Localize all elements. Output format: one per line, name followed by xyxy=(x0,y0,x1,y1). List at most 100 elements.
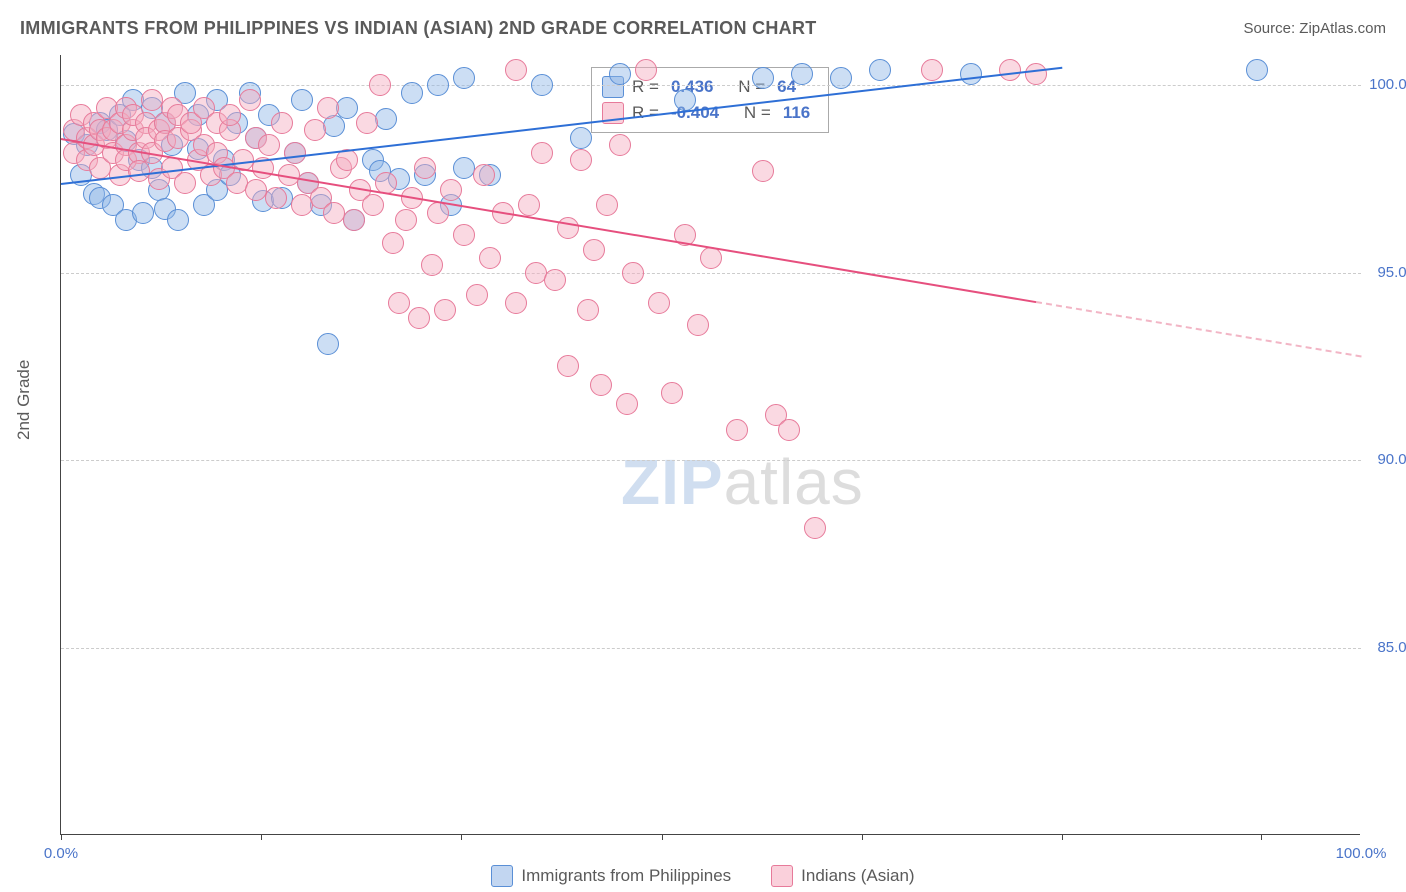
data-point xyxy=(304,119,326,141)
y-tick-label: 90.0% xyxy=(1365,451,1406,468)
data-point xyxy=(570,149,592,171)
y-tick-label: 100.0% xyxy=(1365,76,1406,93)
data-point xyxy=(531,142,553,164)
data-point xyxy=(557,355,579,377)
data-point xyxy=(921,59,943,81)
data-point xyxy=(239,89,261,111)
x-tick xyxy=(61,834,62,840)
source-label: Source: ZipAtlas.com xyxy=(1243,20,1386,37)
data-point xyxy=(434,299,456,321)
x-tick xyxy=(1261,834,1262,840)
data-point xyxy=(583,239,605,261)
watermark: ZIPatlas xyxy=(621,445,864,519)
data-point xyxy=(505,59,527,81)
data-point xyxy=(258,134,280,156)
legend-swatch-a-icon xyxy=(491,865,513,887)
scatter-chart: ZIPatlas R = 0.436 N = 64 R = -0.404 N =… xyxy=(60,55,1360,835)
gridline xyxy=(61,273,1361,274)
data-point xyxy=(453,224,475,246)
gridline xyxy=(61,648,1361,649)
data-point xyxy=(427,74,449,96)
data-point xyxy=(219,104,241,126)
data-point xyxy=(648,292,670,314)
data-point xyxy=(869,59,891,81)
data-point xyxy=(466,284,488,306)
y-tick-label: 95.0% xyxy=(1365,264,1406,281)
data-point xyxy=(375,108,397,130)
data-point xyxy=(401,82,423,104)
legend-label-a: Immigrants from Philippines xyxy=(521,866,731,886)
data-point xyxy=(336,97,358,119)
y-axis-label: 2nd Grade xyxy=(14,360,34,440)
data-point xyxy=(609,63,631,85)
data-point xyxy=(635,59,657,81)
data-point xyxy=(291,89,313,111)
data-point xyxy=(408,307,430,329)
data-point xyxy=(388,292,410,314)
data-point xyxy=(661,382,683,404)
data-point xyxy=(830,67,852,89)
data-point xyxy=(1025,63,1047,85)
data-point xyxy=(323,115,345,137)
data-point xyxy=(622,262,644,284)
bottom-legend: Immigrants from Philippines Indians (Asi… xyxy=(0,860,1406,892)
data-point xyxy=(421,254,443,276)
trend-line xyxy=(1036,301,1361,357)
x-tick xyxy=(862,834,863,840)
data-point xyxy=(414,157,436,179)
data-point xyxy=(999,59,1021,81)
data-point xyxy=(343,209,365,231)
data-point xyxy=(804,517,826,539)
gridline xyxy=(61,460,1361,461)
data-point xyxy=(362,194,384,216)
data-point xyxy=(577,299,599,321)
data-point xyxy=(174,172,196,194)
data-point xyxy=(265,187,287,209)
data-point xyxy=(284,142,306,164)
data-point xyxy=(674,89,696,111)
data-point xyxy=(440,179,462,201)
data-point xyxy=(317,97,339,119)
y-tick-label: 85.0% xyxy=(1365,639,1406,656)
x-tick xyxy=(662,834,663,840)
data-point xyxy=(132,202,154,224)
x-tick xyxy=(1062,834,1063,840)
data-point xyxy=(395,209,417,231)
data-point xyxy=(778,419,800,441)
data-point xyxy=(473,164,495,186)
data-point xyxy=(356,112,378,134)
x-tick xyxy=(261,834,262,840)
bottom-legend-item-b: Indians (Asian) xyxy=(771,865,914,887)
data-point xyxy=(596,194,618,216)
data-point xyxy=(505,292,527,314)
data-point xyxy=(317,333,339,355)
data-point xyxy=(960,63,982,85)
data-point xyxy=(479,247,501,269)
data-point xyxy=(271,112,293,134)
data-point xyxy=(382,232,404,254)
data-point xyxy=(590,374,612,396)
plot-area: ZIPatlas R = 0.436 N = 64 R = -0.404 N =… xyxy=(60,55,1360,835)
data-point xyxy=(427,202,449,224)
data-point xyxy=(752,160,774,182)
data-point xyxy=(726,419,748,441)
data-point xyxy=(609,134,631,156)
data-point xyxy=(1246,59,1268,81)
data-point xyxy=(791,63,813,85)
data-point xyxy=(453,67,475,89)
legend-swatch-b-icon xyxy=(771,865,793,887)
data-point xyxy=(544,269,566,291)
data-point xyxy=(518,194,540,216)
data-point xyxy=(167,209,189,231)
data-point xyxy=(570,127,592,149)
legend-label-b: Indians (Asian) xyxy=(801,866,914,886)
data-point xyxy=(752,67,774,89)
data-point xyxy=(557,217,579,239)
x-tick xyxy=(461,834,462,840)
legend-row-a: R = 0.436 N = 64 xyxy=(602,74,814,100)
bottom-legend-item-a: Immigrants from Philippines xyxy=(491,865,731,887)
data-point xyxy=(616,393,638,415)
chart-title: IMMIGRANTS FROM PHILIPPINES VS INDIAN (A… xyxy=(20,18,817,39)
legend-row-b: R = -0.404 N = 116 xyxy=(602,100,814,126)
data-point xyxy=(369,74,391,96)
